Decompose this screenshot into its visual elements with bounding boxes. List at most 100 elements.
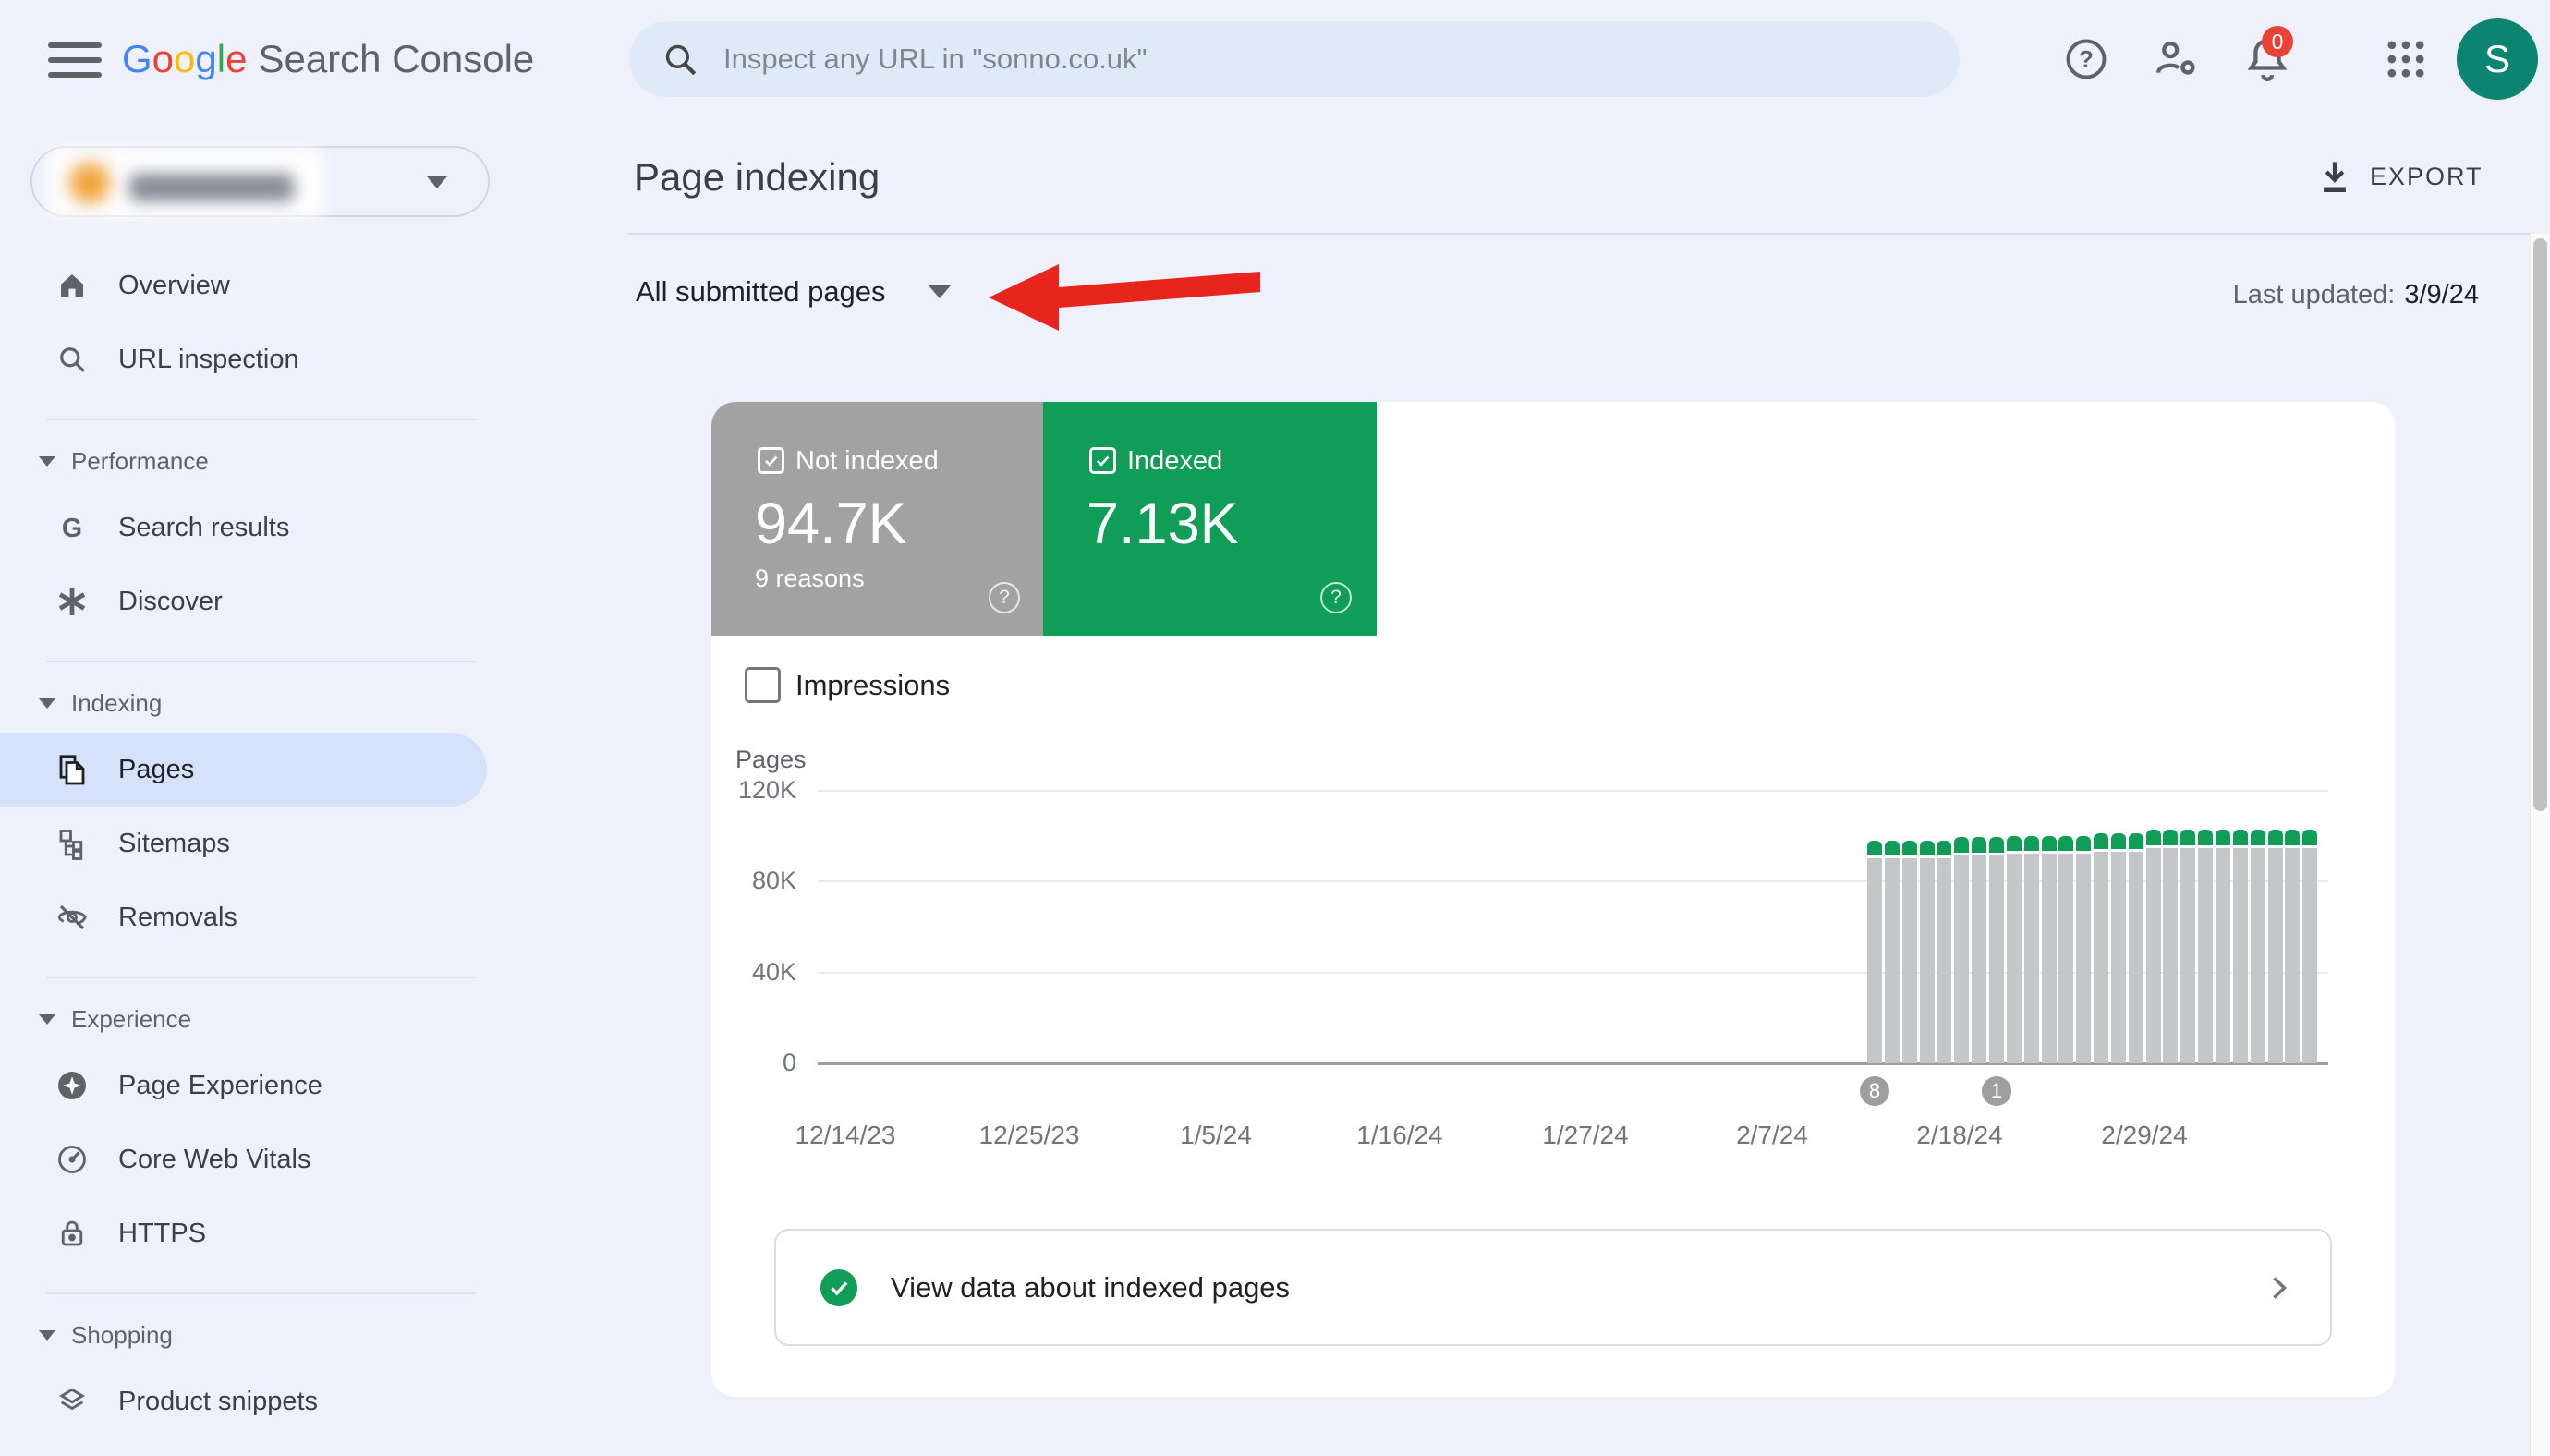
sidebar-item-core-web-vitals[interactable]: Core Web Vitals	[0, 1122, 487, 1196]
bar-indexed[interactable]	[1919, 840, 1935, 858]
sidebar: Overview URL inspection Performance G Search…	[0, 118, 564, 1438]
checkbox-checked-icon[interactable]	[1089, 447, 1116, 474]
bar-not-indexed[interactable]	[2250, 848, 2265, 1063]
bar-not-indexed[interactable]	[2128, 851, 2143, 1063]
bar-indexed[interactable]	[2198, 829, 2214, 849]
bar-indexed[interactable]	[2302, 829, 2318, 849]
bar-not-indexed[interactable]	[2110, 851, 2126, 1063]
checkbox-unchecked-icon[interactable]	[745, 667, 781, 703]
not-indexed-reasons[interactable]: 9 reasons	[755, 564, 865, 592]
bar-indexed[interactable]	[2163, 829, 2179, 849]
bar-indexed[interactable]	[2110, 832, 2126, 852]
help-circle-icon[interactable]: ?	[989, 582, 1020, 613]
bar-not-indexed[interactable]	[2041, 854, 2057, 1063]
sidebar-item-url-inspection[interactable]: URL inspection	[0, 322, 487, 396]
bar-indexed[interactable]	[2216, 829, 2230, 849]
bar-indexed[interactable]	[1954, 837, 1970, 856]
bar-indexed[interactable]	[2250, 829, 2265, 849]
sidebar-section-indexing[interactable]: Indexing	[0, 673, 564, 733]
bar-indexed[interactable]	[1972, 837, 1987, 856]
user-settings-button[interactable]	[2151, 33, 2203, 85]
scrollbar-track	[2530, 234, 2550, 1456]
export-button[interactable]: EXPORT	[2314, 146, 2483, 207]
bar-not-indexed[interactable]	[1884, 858, 1900, 1063]
search-input[interactable]	[722, 42, 1960, 77]
sidebar-item-sitemaps[interactable]: Sitemaps	[0, 807, 487, 880]
sidebar-item-product-snippets[interactable]: Product snippets	[0, 1365, 487, 1438]
bar-indexed[interactable]	[2267, 829, 2283, 849]
bar-not-indexed[interactable]	[2216, 848, 2230, 1063]
sidebar-item-removals[interactable]: Removals	[0, 880, 487, 954]
bar-indexed[interactable]	[2285, 829, 2301, 849]
bar-not-indexed[interactable]	[2006, 854, 2022, 1063]
axis-marker[interactable]: 8	[1860, 1076, 1889, 1106]
bar-indexed[interactable]	[1901, 840, 1917, 858]
sidebar-section-experience[interactable]: Experience	[0, 989, 564, 1049]
not-indexed-summary-card[interactable]: Not indexed 94.7K 9 reasons ?	[711, 402, 1043, 636]
bar-indexed[interactable]	[1988, 837, 2004, 856]
indexed-summary-card[interactable]: Indexed 7.13K ?	[1043, 402, 1377, 636]
view-data-row[interactable]: View data about indexed pages	[774, 1229, 2332, 1346]
hamburger-menu-icon[interactable]	[48, 42, 102, 78]
bar-not-indexed[interactable]	[1867, 858, 1882, 1063]
bar-indexed[interactable]	[2023, 836, 2039, 855]
bar-indexed[interactable]	[2076, 836, 2092, 855]
bar-indexed[interactable]	[2041, 836, 2057, 855]
last-updated-label: Last updated:	[2232, 280, 2396, 309]
sidebar-item-page-experience[interactable]: Page Experience	[0, 1049, 487, 1122]
avatar[interactable]: S	[2457, 18, 2538, 100]
bar-indexed[interactable]	[2006, 836, 2022, 855]
sidebar-item-label: Removals	[118, 902, 237, 932]
bar-not-indexed[interactable]	[2180, 848, 2196, 1063]
bar-not-indexed[interactable]	[2285, 848, 2301, 1063]
bar-indexed[interactable]	[1884, 840, 1900, 858]
bar-indexed[interactable]	[2232, 829, 2248, 849]
sidebar-item-https[interactable]: HTTPS	[0, 1196, 487, 1270]
chart-x-tick-label: 12/14/23	[795, 1121, 896, 1149]
help-button[interactable]: ?	[2060, 33, 2112, 85]
axis-marker[interactable]: 1	[1981, 1076, 2011, 1106]
chart-y-tick-label: 120K	[737, 776, 796, 804]
bar-not-indexed[interactable]	[2267, 848, 2283, 1063]
help-circle-icon[interactable]: ?	[1320, 582, 1352, 613]
bar-not-indexed[interactable]	[1972, 855, 1987, 1063]
sidebar-item-search-results[interactable]: G Search results	[0, 491, 487, 564]
bar-not-indexed[interactable]	[2094, 851, 2109, 1063]
bar-not-indexed[interactable]	[2058, 854, 2074, 1063]
scrollbar-thumb[interactable]	[2533, 238, 2547, 811]
discover-icon	[55, 585, 90, 618]
bar-indexed[interactable]	[2128, 832, 2143, 852]
bar-indexed[interactable]	[2058, 836, 2074, 855]
filter-dropdown[interactable]: All submitted pages	[636, 275, 951, 309]
bar-indexed[interactable]	[1937, 840, 1952, 858]
bar-not-indexed[interactable]	[2023, 854, 2039, 1063]
bar-indexed[interactable]	[1867, 840, 1882, 858]
url-inspect-searchbar[interactable]	[629, 21, 1960, 97]
bar-not-indexed[interactable]	[2232, 848, 2248, 1063]
property-selector[interactable]	[30, 146, 490, 218]
impressions-toggle[interactable]: Impressions	[745, 667, 950, 703]
bar-not-indexed[interactable]	[1919, 858, 1935, 1063]
bar-indexed[interactable]	[2180, 829, 2196, 849]
sidebar-section-performance[interactable]: Performance	[0, 431, 564, 491]
bar-not-indexed[interactable]	[2163, 848, 2179, 1063]
bar-indexed[interactable]	[2145, 829, 2161, 849]
sidebar-item-discover[interactable]: Discover	[0, 564, 487, 638]
bar-not-indexed[interactable]	[1954, 855, 1970, 1063]
sidebar-item-overview[interactable]: Overview	[0, 249, 487, 322]
sidebar-item-pages[interactable]: Pages	[0, 733, 487, 807]
sidebar-section-shopping[interactable]: Shopping	[0, 1305, 564, 1365]
bar-not-indexed[interactable]	[1988, 855, 2004, 1063]
bar-not-indexed[interactable]	[1937, 858, 1952, 1063]
checkbox-checked-icon[interactable]	[758, 447, 784, 474]
chart-x-tick-label: 1/27/24	[1542, 1121, 1629, 1149]
bar-not-indexed[interactable]	[2076, 854, 2092, 1063]
bar-not-indexed[interactable]	[1901, 858, 1917, 1063]
bar-not-indexed[interactable]	[2302, 848, 2318, 1063]
bar-not-indexed[interactable]	[2198, 848, 2214, 1063]
chart-y-tick-label: 80K	[751, 867, 796, 895]
apps-grid-icon[interactable]	[2380, 33, 2432, 85]
bar-not-indexed[interactable]	[2145, 848, 2161, 1063]
svg-text:?: ?	[2079, 45, 2094, 73]
bar-indexed[interactable]	[2094, 832, 2109, 852]
